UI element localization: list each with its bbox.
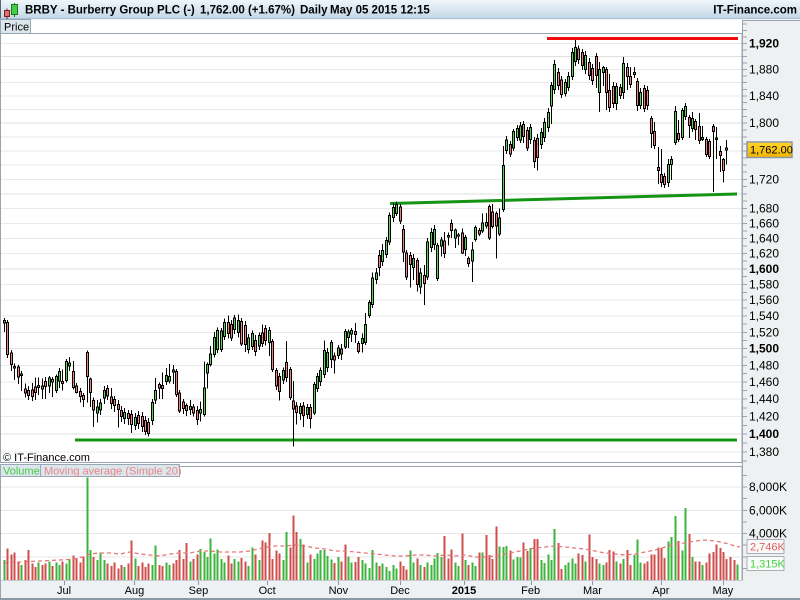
svg-text:1,762.00 (+1.67%): 1,762.00 (+1.67%) [200, 5, 295, 17]
svg-text:Apr: Apr [652, 585, 669, 597]
svg-text:2015: 2015 [452, 585, 476, 597]
svg-text:1,580: 1,580 [749, 277, 779, 291]
svg-text:Jul: Jul [57, 585, 71, 597]
svg-text:1,400: 1,400 [749, 427, 779, 441]
svg-text:Moving average (Simple 20): Moving average (Simple 20) [44, 466, 182, 478]
svg-text:1,800: 1,800 [749, 116, 779, 130]
svg-text:1,440: 1,440 [749, 392, 779, 406]
svg-text:1,640: 1,640 [749, 231, 779, 245]
svg-text:1,680: 1,680 [749, 202, 779, 216]
svg-text:1,380: 1,380 [749, 445, 779, 459]
svg-text:1,660: 1,660 [749, 216, 779, 230]
svg-text:Daily: Daily [300, 5, 328, 17]
svg-text:© IT-Finance.com: © IT-Finance.com [3, 452, 90, 464]
svg-text:1,720: 1,720 [749, 172, 779, 186]
svg-text:1,315K: 1,315K [750, 559, 786, 571]
svg-text:1,600: 1,600 [749, 262, 779, 276]
svg-text:4,000K: 4,000K [749, 527, 787, 541]
svg-text:Aug: Aug [125, 585, 145, 597]
svg-text:1,840: 1,840 [749, 89, 779, 103]
svg-text:Nov: Nov [329, 585, 349, 597]
svg-text:1,762.00: 1,762.00 [750, 145, 793, 157]
svg-text:6,000K: 6,000K [749, 503, 787, 517]
svg-text:1,540: 1,540 [749, 309, 779, 323]
svg-text:BRBY - Burberry Group PLC (-): BRBY - Burberry Group PLC (-) [25, 5, 195, 17]
svg-text:May: May [713, 585, 734, 597]
svg-text:1,560: 1,560 [749, 293, 779, 307]
svg-text:1,920: 1,920 [749, 36, 779, 50]
svg-text:Sep: Sep [189, 585, 209, 597]
svg-text:1,520: 1,520 [749, 325, 779, 339]
svg-text:Mar: Mar [583, 585, 602, 597]
svg-text:1,460: 1,460 [749, 375, 779, 389]
svg-text:May 05 2015 12:15: May 05 2015 12:15 [330, 5, 430, 17]
svg-text:Oct: Oct [259, 585, 276, 597]
svg-text:1,420: 1,420 [749, 410, 779, 424]
svg-text:Volume: Volume [3, 466, 40, 478]
svg-text:Price: Price [4, 22, 29, 34]
svg-text:1,500: 1,500 [749, 342, 779, 356]
svg-text:8,000K: 8,000K [749, 480, 787, 494]
svg-text:2,746K: 2,746K [750, 542, 786, 554]
svg-text:1,620: 1,620 [749, 247, 779, 261]
svg-text:1,480: 1,480 [749, 358, 779, 372]
svg-text:Dec: Dec [390, 585, 410, 597]
svg-text:IT-Finance.com: IT-Finance.com [713, 5, 797, 17]
svg-text:1,880: 1,880 [749, 62, 779, 76]
svg-text:Feb: Feb [521, 585, 540, 597]
